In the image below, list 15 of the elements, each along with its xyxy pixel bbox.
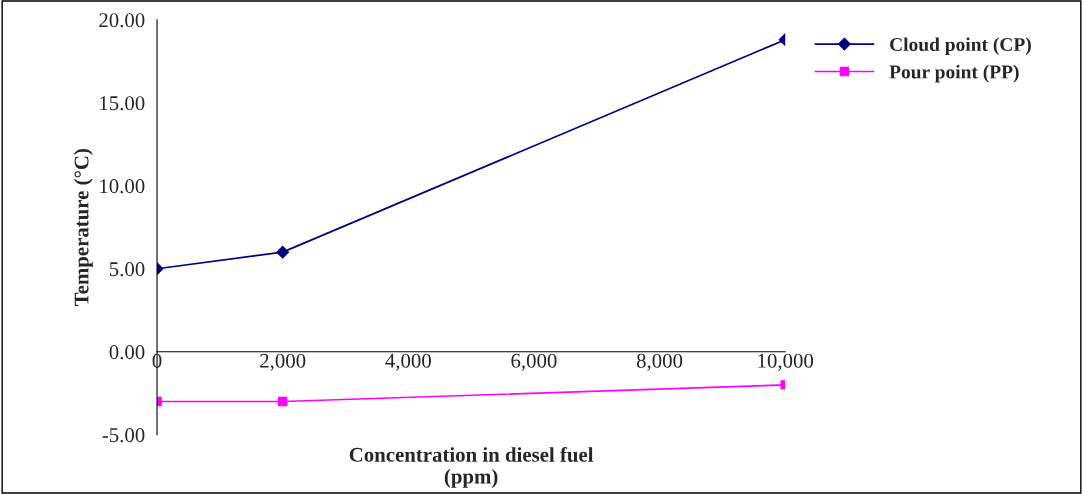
x-axis-title: Concentration in diesel fuel (ppm) [349, 446, 594, 488]
legend-label: Cloud point (CP) [890, 37, 1031, 56]
y-axis-title: Temperature (°C) [73, 149, 93, 307]
x-tick-label: 2,000 [260, 353, 306, 371]
y-tick-label: -5.00 [102, 428, 145, 443]
x-tick-label: 8,000 [636, 353, 683, 371]
x-tick-label: 4,000 [385, 353, 431, 371]
x-tick-label: 10,000 [758, 353, 814, 371]
y-tick-label: 5.00 [109, 262, 145, 277]
y-tick-label: 10.00 [100, 179, 145, 194]
x-tick-label: 6,000 [511, 353, 557, 371]
legend-label: Pour point (PP) [889, 64, 1019, 83]
y-tick-label: 0.00 [109, 345, 145, 360]
y-tick-label: 15.00 [100, 96, 145, 111]
y-tick-label: 20.00 [99, 13, 145, 28]
